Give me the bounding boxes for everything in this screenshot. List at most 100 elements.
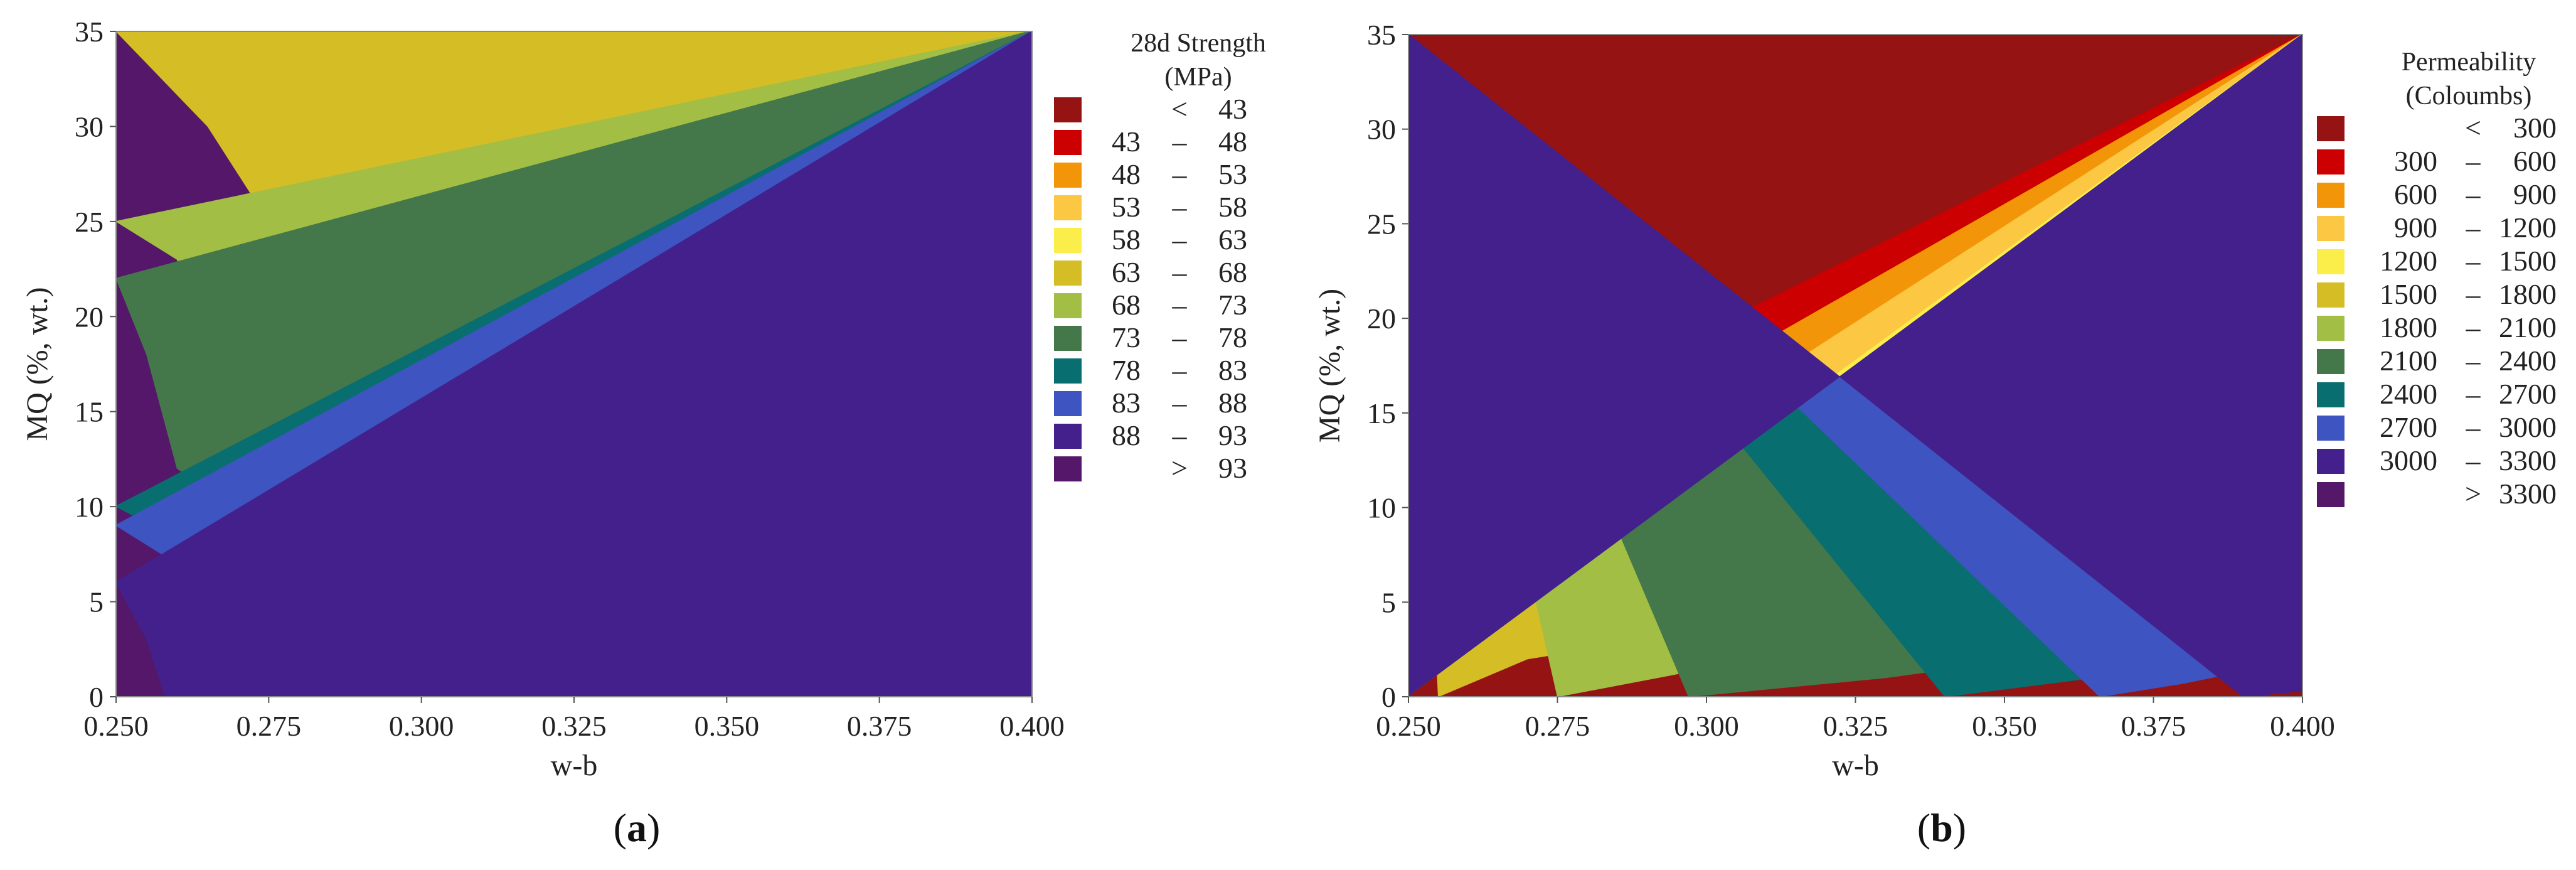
x-axis-title: w-b — [551, 749, 598, 782]
legend-title: (MPa) — [1164, 63, 1232, 92]
legend-swatch — [1054, 293, 1082, 318]
y-tick-label: 25 — [75, 206, 104, 238]
panel-a: 0.250 0.275 0.300 0.325 0.350 0.375 0.400 0 5 10 1… — [21, 16, 1266, 850]
legend-range-low: 3000 — [2380, 444, 2437, 476]
legend-swatch — [2317, 482, 2344, 507]
x-tick-label: 0.375 — [847, 710, 912, 742]
contour-region-10 — [116, 31, 1032, 697]
x-tick-label: 0.300 — [389, 710, 454, 742]
y-tick-label: 35 — [75, 16, 104, 48]
y-tick-label: 0 — [1381, 681, 1396, 713]
x-tick-label: 0.350 — [695, 710, 760, 742]
legend-operator: – — [2466, 411, 2481, 443]
x-tick-label: 0.250 — [83, 710, 149, 742]
legend-range-low: 1200 — [2380, 245, 2437, 277]
legend-swatch — [1054, 326, 1082, 351]
legend-swatch — [2317, 116, 2344, 141]
legend-range-high: 93 — [1218, 452, 1247, 484]
x-tick-label: 0.350 — [1972, 710, 2037, 742]
legend-range-high: 68 — [1218, 256, 1247, 288]
legend-operator: > — [2465, 478, 2481, 510]
legend-operator: – — [1172, 419, 1188, 451]
legend-range-high: 83 — [1218, 354, 1247, 386]
legend-range-high: 2400 — [2499, 345, 2557, 377]
legend-operator: – — [2466, 245, 2481, 277]
legend-range-high: 53 — [1218, 158, 1247, 190]
legend-swatch — [2317, 316, 2344, 341]
legend-range-low: 58 — [1112, 223, 1141, 255]
legend-operator: > — [1171, 452, 1188, 484]
legend-range-low: 88 — [1112, 419, 1141, 451]
panel-label: (b) — [1917, 805, 1966, 850]
legend-swatch — [2317, 416, 2344, 441]
legend-operator: – — [1172, 289, 1188, 321]
legend-range-high: 600 — [2513, 145, 2557, 177]
legend-range-high: 1200 — [2499, 212, 2557, 244]
legend-swatch — [2317, 382, 2344, 407]
legend-title: Permeability — [2402, 48, 2536, 77]
legend-range-low: 2700 — [2380, 411, 2437, 443]
legend-swatch — [1054, 456, 1082, 481]
x-tick-label: 0.400 — [999, 710, 1065, 742]
legend-range-high: 93 — [1218, 419, 1247, 451]
legend-operator: – — [1172, 354, 1188, 386]
x-tick-label: 0.275 — [237, 710, 302, 742]
x-axis-title: w-b — [1832, 749, 1879, 782]
legend-swatch — [1054, 97, 1082, 122]
legend-swatch — [2317, 183, 2344, 208]
legend-range-high: 900 — [2513, 178, 2557, 210]
legend-range-low: 2400 — [2380, 378, 2437, 410]
x-tick-label: 0.375 — [2121, 710, 2186, 742]
legend-swatch — [1054, 358, 1082, 384]
legend-range-low: 53 — [1112, 191, 1141, 223]
panel-b: 0.250 0.275 0.300 0.325 0.350 0.375 0.400 0 5 10 1… — [1313, 19, 2557, 850]
x-tick-label: 0.275 — [1525, 710, 1590, 742]
y-tick-label: 5 — [89, 586, 104, 618]
legend-swatch — [1054, 391, 1082, 416]
y-tick-label: 5 — [1381, 586, 1396, 618]
legend-range-high: 1500 — [2499, 245, 2557, 277]
y-tick-label: 20 — [1367, 303, 1396, 335]
legend-swatch — [1054, 130, 1082, 155]
legend-swatch — [2317, 349, 2344, 374]
legend-operator: – — [1172, 256, 1188, 288]
legend-swatch — [2317, 149, 2344, 175]
legend-range-low: 68 — [1112, 289, 1141, 321]
panel-label: (a) — [614, 805, 661, 850]
legend-range-low: 73 — [1112, 321, 1141, 353]
legend-swatch — [1054, 163, 1082, 188]
legend-swatch — [1054, 424, 1082, 449]
legend-range-high: 2100 — [2499, 311, 2557, 343]
legend-swatch — [2317, 449, 2344, 474]
legend-swatch — [1054, 228, 1082, 253]
legend-range-high: 300 — [2513, 112, 2557, 144]
y-tick-label: 20 — [75, 301, 104, 333]
y-axis-title: MQ (%, wt.) — [1313, 289, 1346, 443]
legend-swatch — [2317, 282, 2344, 308]
legend-range-low: 43 — [1112, 126, 1141, 158]
legend-swatch — [1054, 195, 1082, 220]
legend-range-low: 600 — [2394, 178, 2437, 210]
legend-range-high: 1800 — [2499, 278, 2557, 310]
x-tick-label: 0.300 — [1674, 710, 1739, 742]
legend-operator: – — [2466, 145, 2481, 177]
legend-operator: – — [1172, 126, 1188, 158]
legend-operator: < — [1171, 93, 1188, 125]
legend-operator: – — [2466, 311, 2481, 343]
contour-region-11 — [1408, 35, 2302, 697]
legend-range-low: 83 — [1112, 387, 1141, 419]
y-tick-label: 30 — [1367, 114, 1396, 146]
legend-range-low: 1800 — [2380, 311, 2437, 343]
legend-operator: – — [1172, 321, 1188, 353]
legend-range-low: 1500 — [2380, 278, 2437, 310]
legend-range-high: 58 — [1218, 191, 1247, 223]
legend-range-high: 3300 — [2499, 478, 2557, 510]
legend-range-low: 300 — [2394, 145, 2437, 177]
legend-operator: – — [2466, 345, 2481, 377]
legend-range-low: 900 — [2394, 212, 2437, 244]
legend-operator: – — [2466, 378, 2481, 410]
legend-range-high: 2700 — [2499, 378, 2557, 410]
y-axis-title: MQ (%, wt.) — [21, 287, 54, 441]
legend-range-low: 48 — [1112, 158, 1141, 190]
